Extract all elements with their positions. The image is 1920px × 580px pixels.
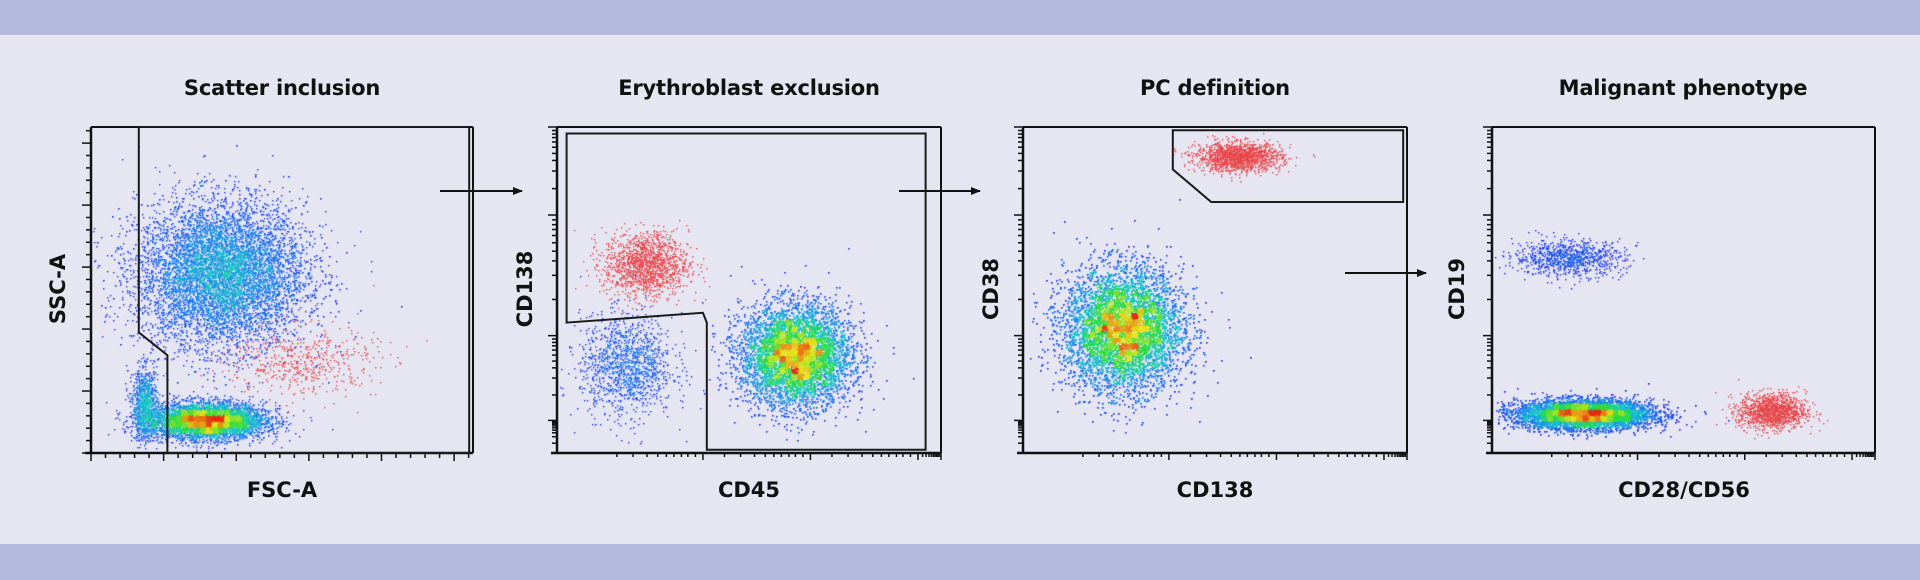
x-axis-label-cd45: CD45 <box>717 478 781 502</box>
x-axis-label-cd138: CD138 <box>1176 478 1254 502</box>
bottom-band <box>0 544 1920 580</box>
scatter-plot-fsc-ssc <box>91 127 473 453</box>
panel-title-scatter-inclusion: Scatter inclusion <box>183 76 381 100</box>
scatter-plot-cd28cd56-cd19 <box>1492 127 1875 453</box>
plot-axes <box>82 126 1876 461</box>
panel-title-pc-definition: PC definition <box>1140 76 1290 100</box>
x-axis-label-fsc: FSC-A <box>246 478 318 502</box>
scatter-plot-cd45-cd138 <box>557 127 941 453</box>
gate-polygon <box>137 126 471 454</box>
gate-outlines <box>137 126 1405 454</box>
top-band <box>0 0 1920 35</box>
panel-title-malignant-phenotype: Malignant phenotype <box>1558 76 1808 100</box>
x-axis-label-cd28-cd56: CD28/CD56 <box>1618 478 1750 502</box>
gate-polygon <box>1171 129 1405 203</box>
panel-title-erythroblast-exclusion: Erythroblast exclusion <box>618 76 880 100</box>
gate-polygon <box>565 132 927 451</box>
scatter-plot-cd138-cd38 <box>1023 127 1407 453</box>
